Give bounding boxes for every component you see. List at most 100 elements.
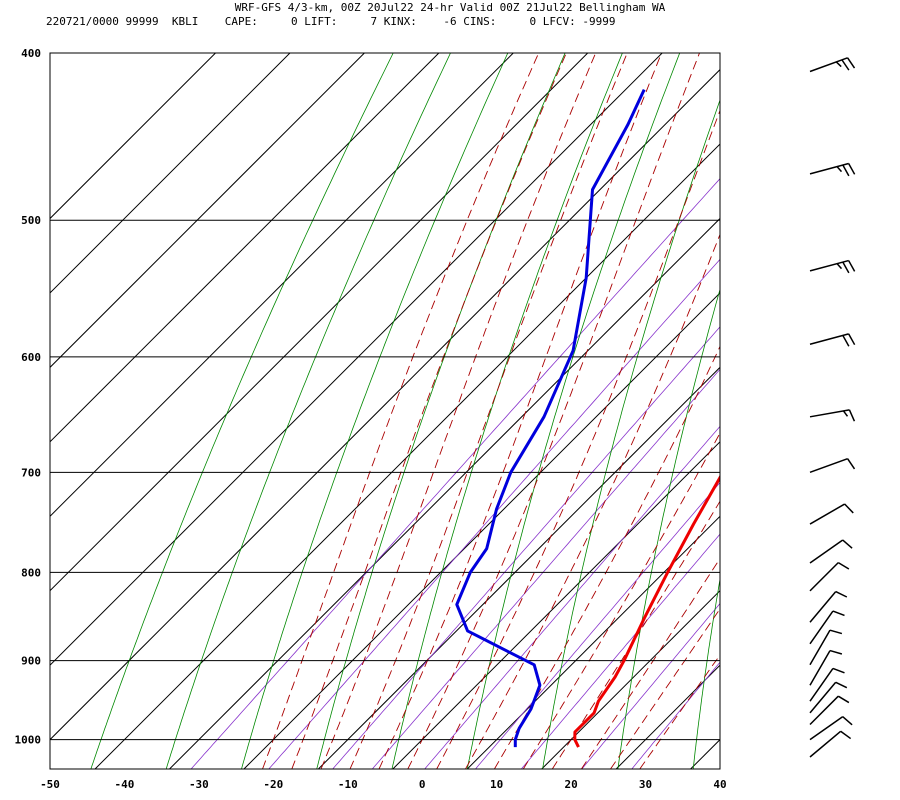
isotherm-line bbox=[50, 53, 365, 369]
barb-feather bbox=[846, 458, 856, 470]
x-tick-label: -20 bbox=[263, 778, 283, 791]
mixing-ratio-lines bbox=[190, 178, 720, 769]
dry-adiabat-line bbox=[768, 53, 900, 769]
mixing-ratio-line bbox=[371, 368, 720, 769]
y-tick-label: 700 bbox=[21, 466, 41, 479]
isobar-lines bbox=[50, 52, 720, 741]
dry-adiabat-line bbox=[692, 577, 720, 769]
wind-barb bbox=[809, 681, 848, 714]
chart-title: WRF-GFS 4/3-km, 00Z 20Jul22 24-hr Valid … bbox=[235, 1, 666, 14]
wind-barb bbox=[809, 457, 856, 474]
barb-feather bbox=[837, 695, 850, 704]
moist-adiabat-line bbox=[262, 53, 540, 769]
barb-shaft bbox=[809, 591, 837, 623]
dry-adiabat-line bbox=[542, 98, 720, 769]
y-tick-label: 800 bbox=[21, 566, 41, 579]
barb-feather bbox=[842, 539, 853, 549]
dry-adiabat-line bbox=[241, 53, 509, 769]
barb-feather bbox=[847, 260, 856, 272]
barb-shaft bbox=[809, 650, 831, 686]
barb-feather bbox=[835, 61, 842, 68]
barb-feather bbox=[841, 59, 850, 71]
isotherm-line bbox=[50, 53, 216, 220]
mixing-ratio-line bbox=[520, 533, 720, 769]
wind-barb bbox=[809, 503, 854, 525]
isotherm-line bbox=[50, 68, 720, 741]
wind-barb bbox=[809, 162, 856, 177]
barb-shaft bbox=[809, 695, 839, 726]
mixing-ratio-line bbox=[581, 602, 720, 769]
barb-feather bbox=[846, 57, 856, 69]
x-tick-label: 0 bbox=[419, 778, 426, 791]
barb-feather bbox=[832, 610, 845, 617]
barb-shaft bbox=[809, 333, 849, 345]
barb-shaft bbox=[809, 162, 849, 175]
wind-barb bbox=[809, 716, 853, 741]
barb-feather bbox=[829, 629, 843, 635]
x-tick-label: 20 bbox=[564, 778, 577, 791]
x-tick-label: -10 bbox=[338, 778, 358, 791]
moist-adiabat-lines bbox=[262, 53, 720, 769]
x-tick-label: -30 bbox=[189, 778, 209, 791]
wind-barb bbox=[809, 667, 845, 702]
moist-adiabat-line bbox=[291, 53, 567, 769]
moist-adiabat-line bbox=[639, 654, 720, 769]
mixing-ratio-line bbox=[631, 661, 720, 769]
dry-adiabat-line bbox=[391, 53, 623, 769]
dry-adiabat-line bbox=[90, 53, 394, 769]
isotherm-line bbox=[50, 53, 440, 443]
dry-adiabat-line bbox=[844, 53, 900, 769]
barb-feather bbox=[842, 410, 849, 417]
moist-adiabat-line bbox=[465, 233, 720, 769]
barb-feather bbox=[847, 333, 856, 346]
isotherm-line bbox=[50, 53, 514, 517]
temperature-tick-labels: -50 -40 -30 -20 -10 0 10 20 30 40 bbox=[40, 778, 727, 791]
barb-shaft bbox=[809, 57, 848, 73]
isotherm-lines bbox=[50, 53, 720, 769]
barb-shaft bbox=[809, 409, 850, 418]
x-tick-label: 40 bbox=[713, 778, 726, 791]
wind-barb bbox=[809, 730, 852, 758]
isotherm-line bbox=[169, 217, 720, 769]
barb-shaft bbox=[809, 629, 831, 666]
x-tick-label: -50 bbox=[40, 778, 60, 791]
mixing-ratio-line bbox=[190, 178, 720, 769]
y-tick-label: 900 bbox=[21, 655, 41, 668]
barb-shaft bbox=[809, 667, 834, 702]
wind-barb bbox=[809, 259, 856, 274]
wind-barb bbox=[809, 590, 848, 623]
barb-feather bbox=[837, 561, 850, 570]
barb-feather bbox=[842, 335, 850, 347]
wind-barb bbox=[809, 629, 843, 666]
x-tick-label: 30 bbox=[639, 778, 652, 791]
station-info-line: 220721/0000 99999 KBLI CAPE: 0 LIFT: 7 K… bbox=[46, 15, 616, 28]
barb-feather bbox=[848, 409, 856, 422]
barb-feather bbox=[836, 166, 843, 173]
barb-shaft bbox=[809, 716, 844, 741]
barb-feather bbox=[835, 590, 848, 598]
moist-adiabat-line bbox=[436, 109, 720, 769]
moist-adiabat-line bbox=[349, 53, 628, 769]
barb-shaft bbox=[809, 457, 848, 474]
wind-barb bbox=[809, 333, 856, 347]
isotherm-line bbox=[50, 53, 663, 666]
barb-feather bbox=[842, 164, 850, 177]
isotherm-line bbox=[690, 738, 720, 769]
wind-barb bbox=[809, 610, 845, 645]
barb-shaft bbox=[809, 681, 837, 714]
dry-adiabat-line bbox=[617, 288, 720, 769]
dry-adiabat-line bbox=[165, 53, 451, 769]
barb-shaft bbox=[809, 562, 839, 592]
mixing-ratio-line bbox=[424, 425, 720, 769]
barb-feather bbox=[832, 667, 845, 674]
mixing-ratio-line bbox=[268, 258, 720, 769]
moist-adiabat-line bbox=[407, 53, 700, 769]
barb-shaft bbox=[809, 539, 844, 564]
barb-feather bbox=[836, 263, 843, 270]
dry-adiabat-lines bbox=[90, 53, 900, 769]
y-tick-label: 600 bbox=[21, 351, 41, 364]
isotherm-line bbox=[243, 292, 720, 769]
isotherm-line bbox=[94, 143, 720, 769]
plot-frame bbox=[49, 52, 721, 770]
wind-barb bbox=[809, 57, 856, 73]
